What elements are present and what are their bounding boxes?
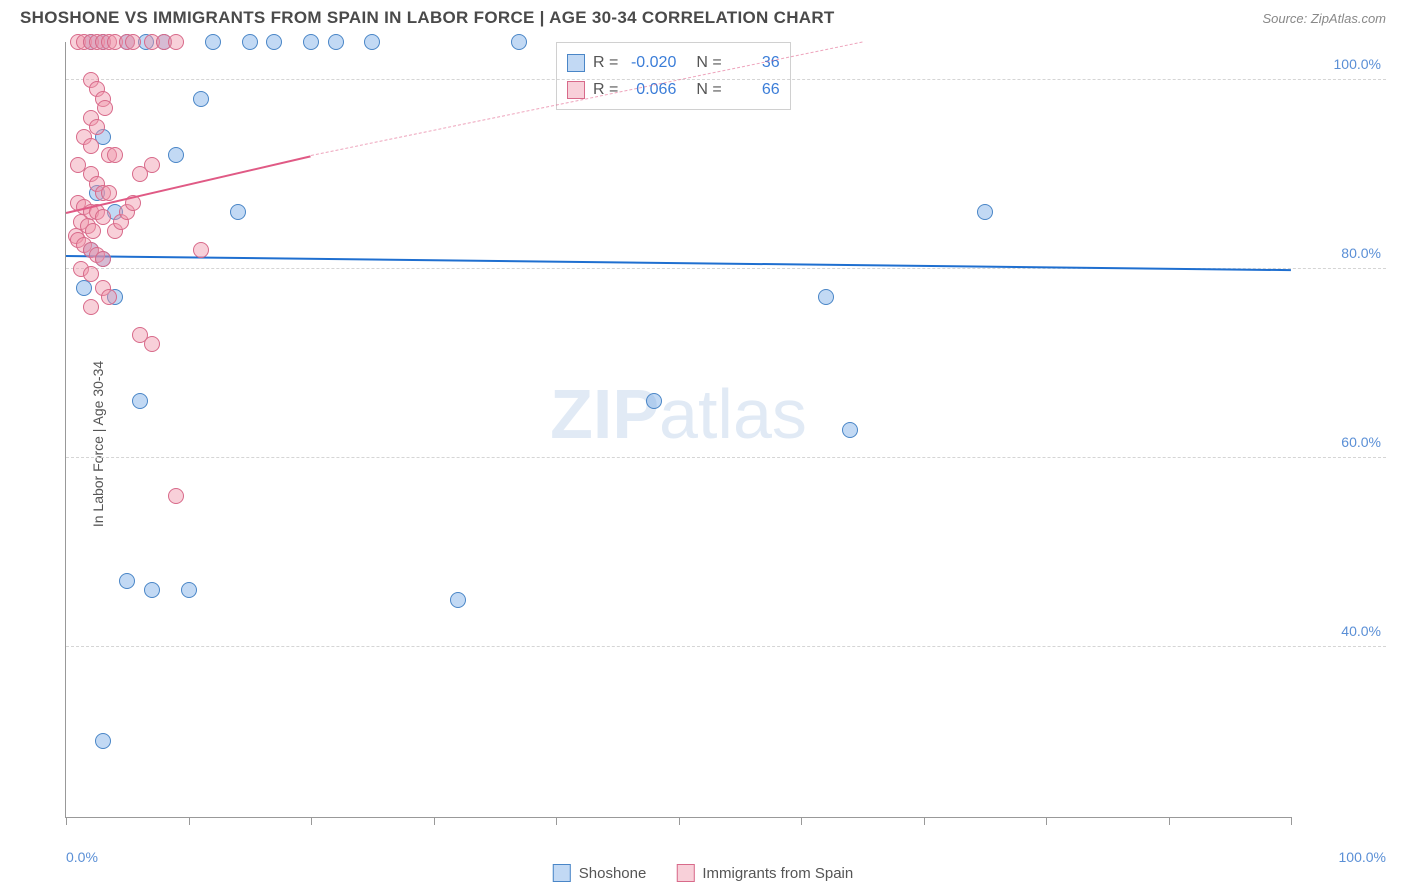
scatter-point (83, 299, 99, 315)
x-tick (1169, 817, 1170, 825)
gridline (66, 79, 1386, 80)
x-tick (66, 817, 67, 825)
scatter-point (328, 34, 344, 50)
scatter-point (364, 34, 380, 50)
scatter-point (107, 147, 123, 163)
series-swatch (553, 864, 571, 882)
legend-label: Immigrants from Spain (702, 865, 853, 882)
r-value: -0.020 (626, 49, 676, 76)
scatter-point (95, 209, 111, 225)
scatter-point (83, 266, 99, 282)
scatter-point (303, 34, 319, 50)
scatter-point (101, 185, 117, 201)
x-tick (1046, 817, 1047, 825)
y-tick-label: 80.0% (1341, 245, 1381, 261)
legend-label: Shoshone (579, 865, 647, 882)
scatter-point (144, 336, 160, 352)
scatter-point (168, 34, 184, 50)
scatter-point (168, 488, 184, 504)
source-label: Source: ZipAtlas.com (1262, 11, 1386, 26)
scatter-point (842, 422, 858, 438)
scatter-point (193, 91, 209, 107)
scatter-point (144, 157, 160, 173)
scatter-point (95, 733, 111, 749)
scatter-point (168, 147, 184, 163)
scatter-point (76, 280, 92, 296)
scatter-point (977, 204, 993, 220)
x-tick (556, 817, 557, 825)
x-tick (434, 817, 435, 825)
r-label: R = (593, 49, 618, 76)
y-tick-label: 60.0% (1341, 434, 1381, 450)
x-tick (679, 817, 680, 825)
scatter-point (242, 34, 258, 50)
scatter-point (85, 223, 101, 239)
legend-item: Immigrants from Spain (676, 864, 853, 882)
x-tick (801, 817, 802, 825)
scatter-point (83, 138, 99, 154)
scatter-point (450, 592, 466, 608)
scatter-point (144, 582, 160, 598)
y-tick-label: 100.0% (1334, 56, 1381, 72)
y-tick-label: 40.0% (1341, 623, 1381, 639)
scatter-point (205, 34, 221, 50)
x-axis-label: 100.0% (1339, 849, 1386, 865)
x-tick (1291, 817, 1292, 825)
gridline (66, 457, 1386, 458)
n-label: N = (696, 76, 721, 103)
scatter-point (97, 100, 113, 116)
scatter-point (181, 582, 197, 598)
series-swatch (676, 864, 694, 882)
series-legend: Shoshone Immigrants from Spain (553, 864, 853, 882)
scatter-point (101, 289, 117, 305)
scatter-point (125, 34, 141, 50)
r-label: R = (593, 76, 618, 103)
scatter-point (95, 251, 111, 267)
scatter-point (119, 573, 135, 589)
legend-item: Shoshone (553, 864, 647, 882)
scatter-point (132, 393, 148, 409)
scatter-plot: ZIPatlas R =-0.020N =36R =0.066N =66 40.… (65, 42, 1291, 818)
chart-area: In Labor Force | Age 30-34 ZIPatlas R =-… (45, 42, 1386, 846)
scatter-point (266, 34, 282, 50)
series-swatch (567, 54, 585, 72)
x-tick (311, 817, 312, 825)
gridline (66, 646, 1386, 647)
series-swatch (567, 81, 585, 99)
watermark: ZIPatlas (550, 374, 807, 454)
x-tick (924, 817, 925, 825)
correlation-stats-box: R =-0.020N =36R =0.066N =66 (556, 42, 791, 110)
scatter-point (646, 393, 662, 409)
chart-title: SHOSHONE VS IMMIGRANTS FROM SPAIN IN LAB… (20, 8, 835, 28)
scatter-point (511, 34, 527, 50)
x-tick (189, 817, 190, 825)
x-axis-label: 0.0% (66, 849, 98, 865)
n-value: 66 (730, 76, 780, 103)
stats-row: R =-0.020N =36 (567, 49, 780, 76)
scatter-point (818, 289, 834, 305)
scatter-point (193, 242, 209, 258)
scatter-point (230, 204, 246, 220)
